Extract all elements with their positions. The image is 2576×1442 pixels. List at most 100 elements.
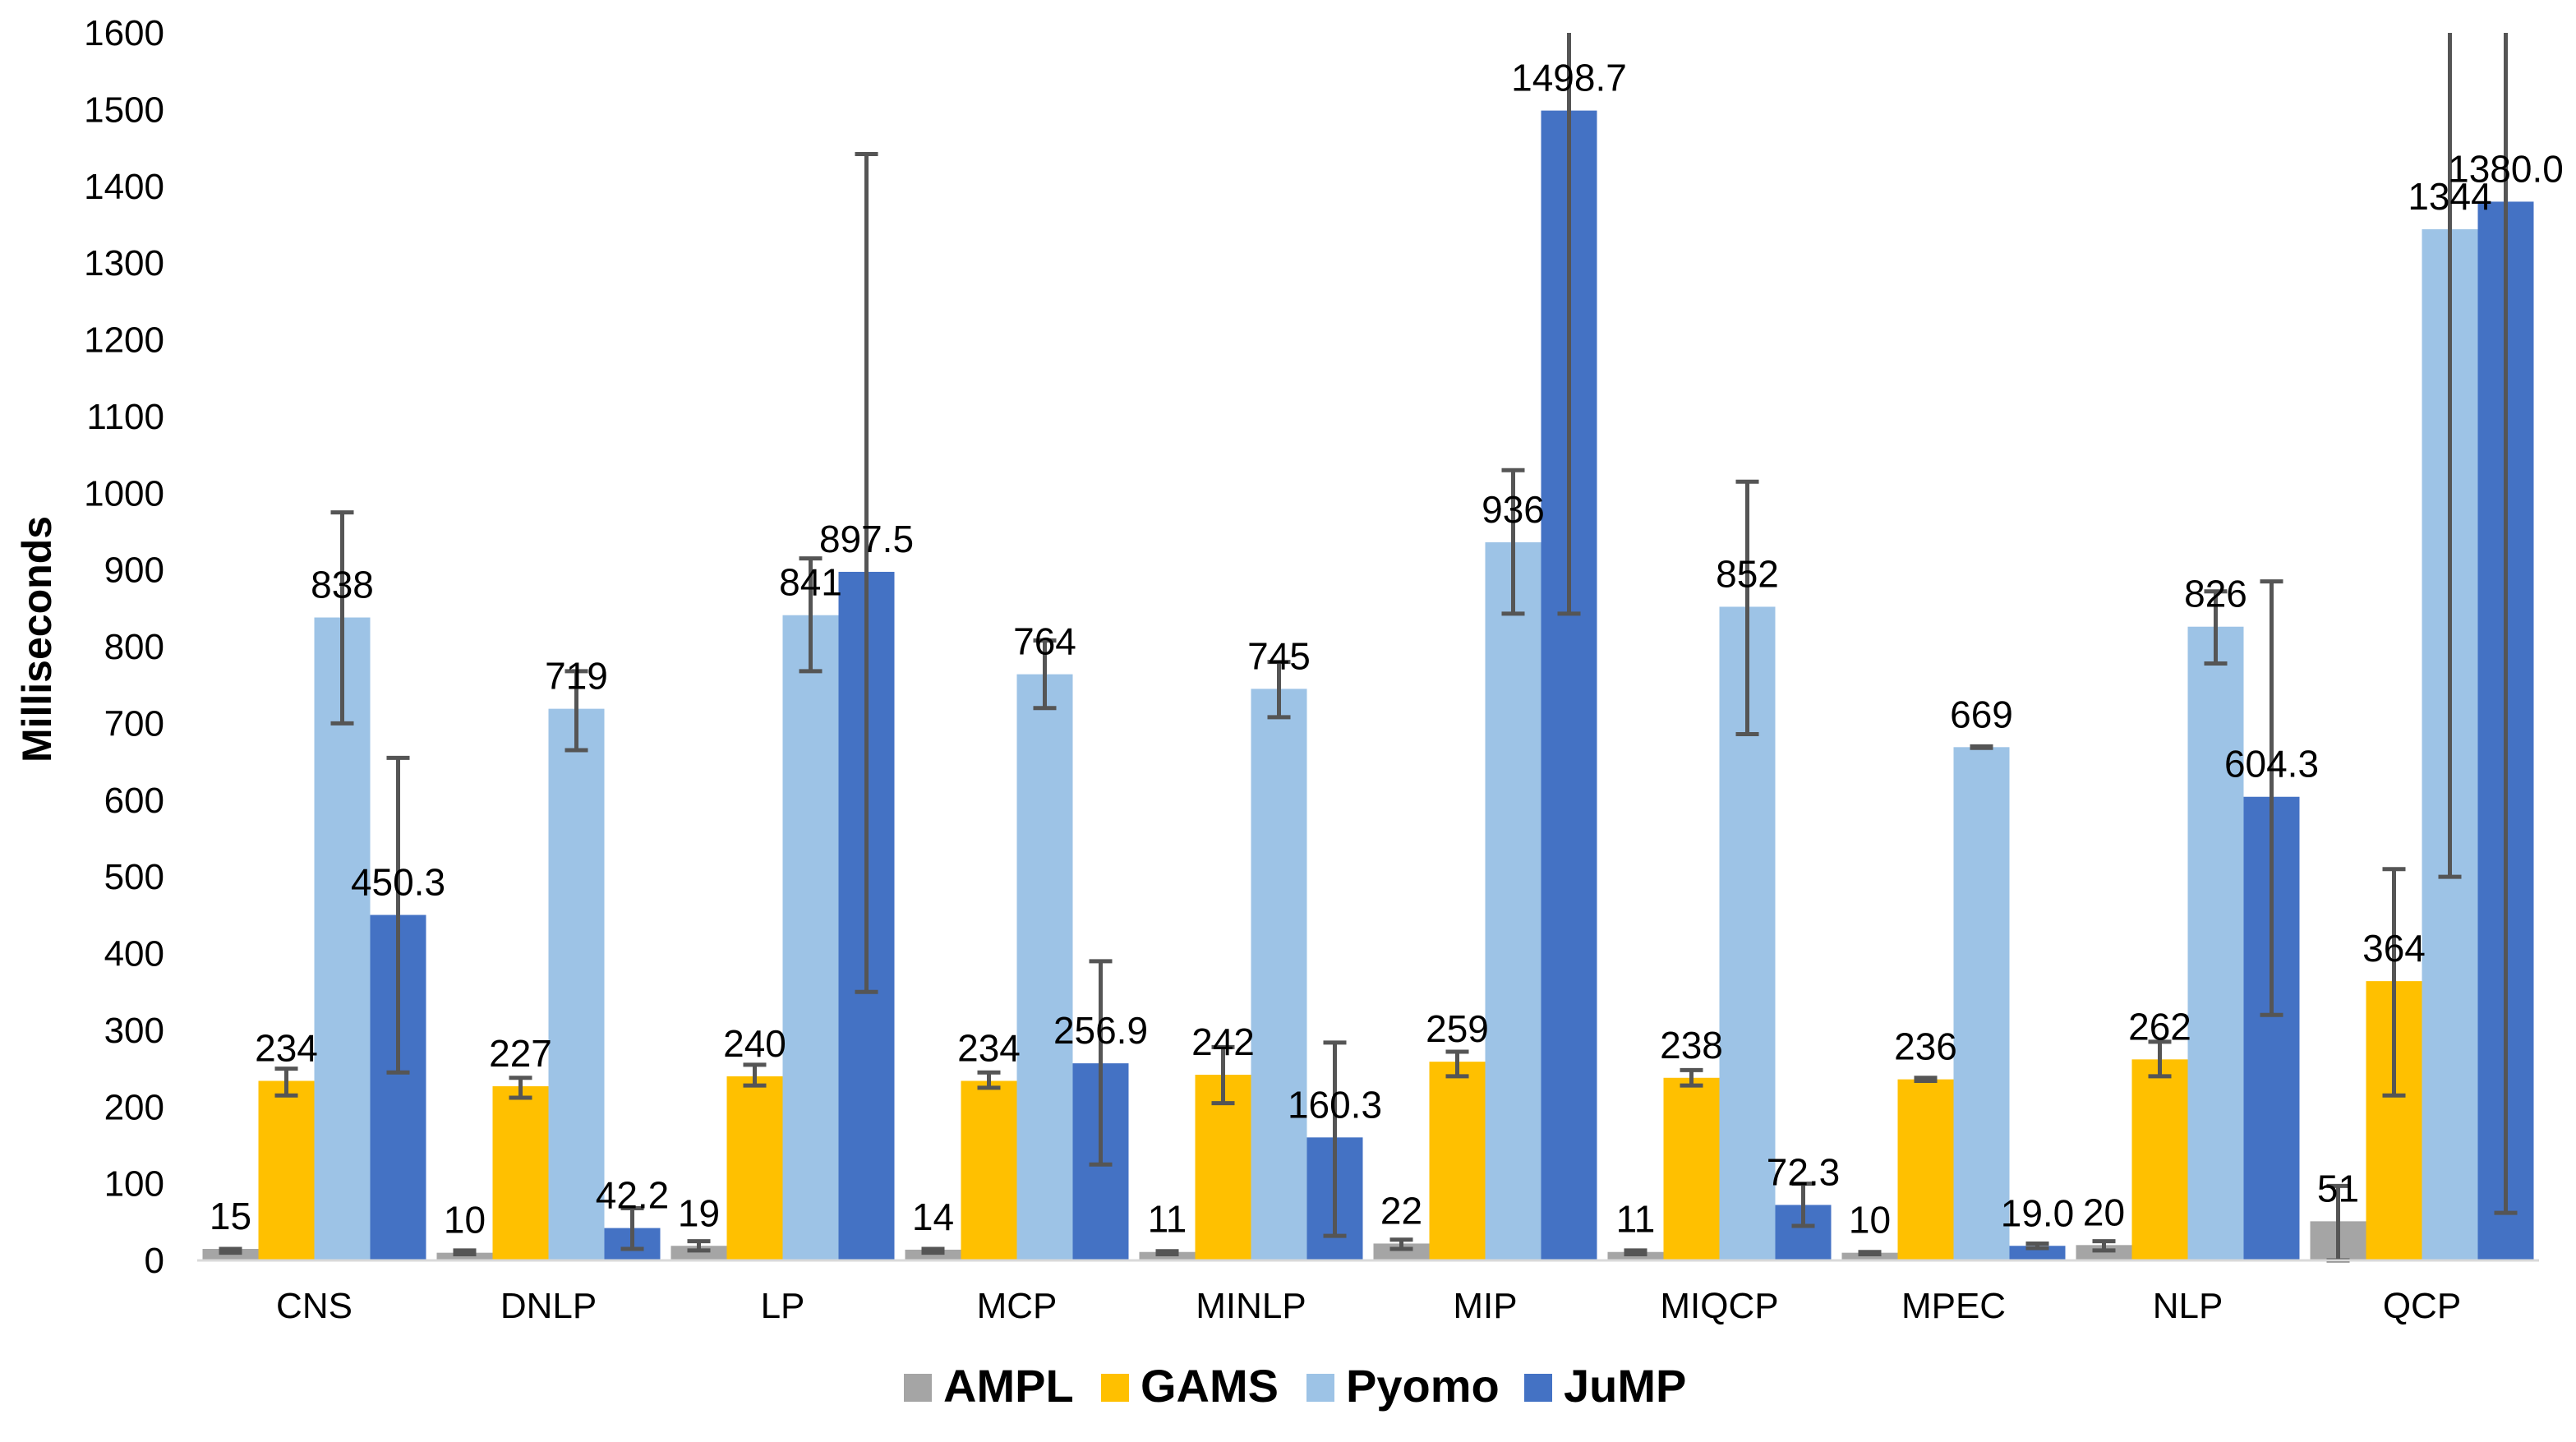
data-label: 669 [1950,693,2013,735]
error-bars-layer [219,33,2518,1263]
bar-ampl [905,1249,961,1260]
bars-layer [202,110,2534,1261]
bar-gams [1195,1075,1251,1260]
data-label: 838 [311,564,374,606]
data-label: 14 [912,1196,954,1238]
data-label: 897.5 [819,518,914,560]
data-label: 227 [489,1032,552,1075]
y-tick-label: 100 [104,1164,164,1205]
data-label: 450.3 [351,861,445,904]
bar-gams [1663,1077,1720,1260]
legend-swatch-jump [1524,1374,1552,1402]
bar-ampl [436,1252,493,1260]
data-label: 259 [1426,1007,1489,1050]
data-label: 10 [1849,1199,1891,1242]
y-tick-label: 600 [104,781,164,821]
x-tick-label: DNLP [500,1286,597,1326]
bar-ampl [670,1246,727,1260]
bar-ampl [1373,1243,1430,1260]
data-label: 262 [2128,1005,2191,1048]
y-tick-label: 0 [145,1241,164,1281]
x-tick-label: MIQCP [1660,1286,1778,1326]
x-tick-label: MINLP [1196,1286,1306,1326]
y-tick-label: 200 [104,1087,164,1127]
x-tick-label: MPEC [1901,1286,2006,1326]
y-tick-label: 1200 [84,320,164,361]
data-label: 160.3 [1288,1083,1382,1126]
data-label: 719 [545,655,608,698]
x-tick-label: MCP [977,1286,1058,1326]
bar-pyomo [782,615,839,1260]
data-label: 22 [1380,1189,1422,1232]
y-tick-label: 1000 [84,473,164,514]
bar-gams [1897,1079,1954,1260]
data-label: 234 [255,1027,318,1070]
data-label: 15 [210,1195,251,1237]
data-label: 240 [723,1022,786,1065]
bar-pyomo [1251,689,1307,1260]
y-tick-label: 400 [104,934,164,974]
legend-label-ampl: AMPL [943,1360,1074,1412]
y-tick-label: 700 [104,703,164,744]
x-axis: CNS DNLP LP MCP MINLP MIP MIQCP MPEC NLP QCP [276,1286,2461,1326]
y-tick-label: 300 [104,1011,164,1051]
data-label: 604.3 [2224,743,2319,785]
bar-gams [2131,1059,2188,1260]
data-label: 852 [1716,552,1779,595]
legend-swatch-ampl [904,1374,932,1402]
y-tick-label: 1400 [84,167,164,207]
legend-swatch-gams [1101,1374,1129,1402]
data-label: 42.2 [596,1174,670,1217]
bar-ampl [1841,1252,1898,1260]
y-tick-label: 1100 [86,397,164,437]
x-tick-label: MIP [1453,1286,1517,1326]
bar-jump [2009,1246,2066,1260]
x-tick-label: CNS [276,1286,353,1326]
data-label: 256.9 [1053,1009,1148,1052]
bar-gams [726,1076,783,1260]
data-label: 764 [1013,620,1076,663]
y-tick-label: 1600 [84,13,164,53]
bar-gams [258,1080,315,1260]
data-label: 19 [678,1191,720,1234]
data-label: 234 [957,1027,1021,1070]
data-label: 10 [444,1199,486,1242]
legend-label-jump: JuMP [1564,1360,1686,1412]
data-label: 51 [2317,1167,2359,1209]
data-label: 841 [779,561,842,604]
y-tick-label: 800 [104,627,164,667]
data-label: 72.3 [1767,1150,1841,1193]
data-label: 1344 [2408,175,2491,218]
x-tick-label: LP [761,1286,805,1326]
data-label: 936 [1482,488,1545,531]
bar-pyomo [1953,747,2010,1260]
data-label: 1498.7 [1511,57,1627,99]
y-axis-title: Milliseconds [14,516,60,762]
data-label: 236 [1894,1025,1957,1068]
data-label: 20 [2083,1191,2125,1233]
y-tick-label: 500 [104,857,164,897]
bar-ampl [2076,1245,2132,1260]
data-label: 826 [2184,573,2247,615]
x-tick-label: NLP [2153,1286,2223,1326]
data-label: 745 [1247,634,1311,677]
bar-gams [961,1080,1017,1260]
legend: AMPL GAMS Pyomo JuMP [904,1360,1686,1412]
x-tick-label: QCP [2383,1286,2461,1326]
y-tick-label: 1300 [84,243,164,283]
bar-pyomo [1016,674,1073,1260]
data-label: 242 [1191,1020,1255,1063]
data-label: 364 [2362,927,2426,970]
y-tick-label: 900 [104,551,164,591]
bar-gams [492,1086,549,1260]
bar-pyomo [2187,626,2244,1260]
data-label: 19.0 [2001,1191,2075,1234]
bar-pyomo [548,708,605,1260]
bar-pyomo [1485,542,1541,1260]
data-label: 11 [1148,1198,1187,1241]
legend-swatch-pyomo [1306,1374,1334,1402]
data-label: 11 [1616,1198,1656,1241]
